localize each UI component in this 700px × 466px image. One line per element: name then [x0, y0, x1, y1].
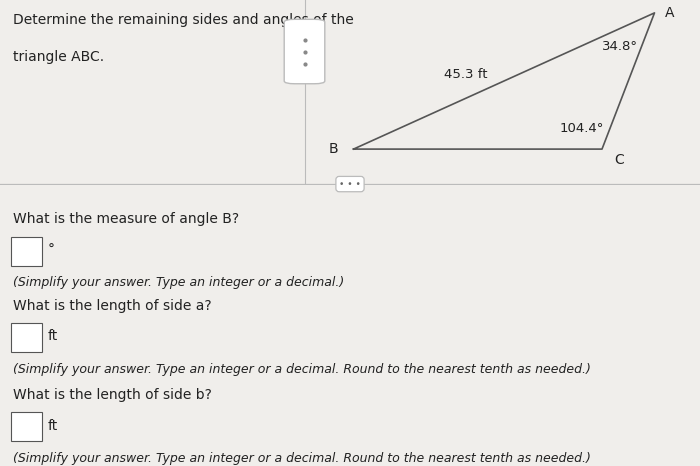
Text: A: A — [665, 6, 675, 20]
Text: What is the length of side a?: What is the length of side a? — [13, 299, 211, 313]
Text: • • •: • • • — [339, 179, 361, 189]
Text: (Simplify your answer. Type an integer or a decimal. Round to the nearest tenth : (Simplify your answer. Type an integer o… — [13, 363, 591, 376]
FancyBboxPatch shape — [11, 237, 42, 266]
Text: B: B — [328, 142, 338, 156]
Text: 34.8°: 34.8° — [602, 40, 638, 53]
Text: triangle ABC.: triangle ABC. — [13, 50, 104, 64]
FancyBboxPatch shape — [11, 412, 42, 441]
Text: C: C — [614, 153, 624, 167]
Text: What is the length of side b?: What is the length of side b? — [13, 388, 211, 402]
Text: °: ° — [48, 243, 55, 257]
Text: 104.4°: 104.4° — [560, 123, 604, 135]
Text: (Simplify your answer. Type an integer or a decimal. Round to the nearest tenth : (Simplify your answer. Type an integer o… — [13, 452, 591, 465]
Text: ft: ft — [48, 329, 58, 343]
Text: (Simplify your answer. Type an integer or a decimal.): (Simplify your answer. Type an integer o… — [13, 276, 344, 289]
Text: What is the measure of angle B?: What is the measure of angle B? — [13, 212, 239, 226]
FancyBboxPatch shape — [284, 19, 325, 84]
FancyBboxPatch shape — [11, 323, 42, 352]
Text: Determine the remaining sides and angles of the: Determine the remaining sides and angles… — [13, 13, 354, 27]
Text: ft: ft — [48, 418, 58, 432]
Text: 45.3 ft: 45.3 ft — [444, 68, 487, 81]
